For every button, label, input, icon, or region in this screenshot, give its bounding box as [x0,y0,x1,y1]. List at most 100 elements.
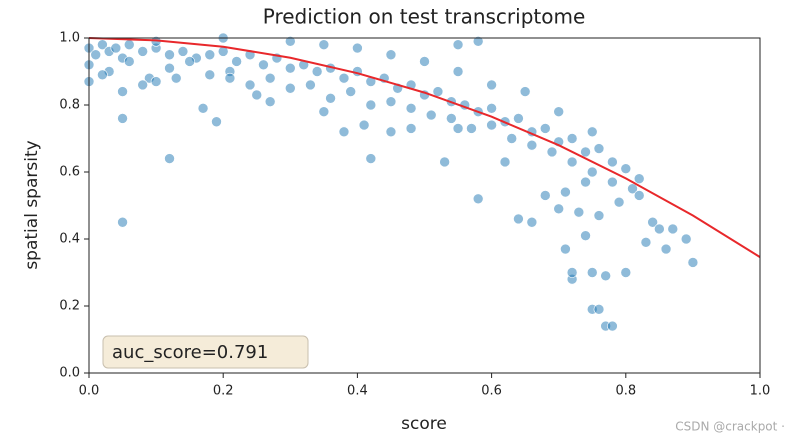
point [452,39,464,51]
point [640,237,652,248]
point [546,146,558,158]
point [446,113,457,124]
y-axis-label: spatial sparsity [22,140,42,269]
point [560,186,571,198]
point [566,267,578,278]
point [580,146,591,158]
plot-background [89,38,760,373]
point [224,72,236,84]
point [452,66,464,77]
point [405,103,417,114]
point [506,133,518,144]
point [117,86,128,97]
point [258,59,269,71]
point [526,216,538,228]
x-tick-label: 0.8 [615,384,636,399]
point [513,213,524,225]
point [358,119,370,131]
point [284,82,296,94]
point [566,133,578,144]
point [170,72,182,84]
y-tick-label: 0.8 [59,98,80,113]
point [627,183,638,195]
point [620,163,632,174]
point [251,89,263,101]
point [647,216,658,228]
point [305,79,316,91]
point [325,93,336,104]
point [586,267,598,278]
point [499,156,511,168]
point [560,243,571,255]
point [633,173,645,184]
point [419,56,430,67]
x-axis-label: score [401,414,447,434]
point [264,96,276,107]
point [613,196,625,208]
point [452,123,464,134]
point [633,190,645,201]
point [385,96,397,107]
y-tick-label: 1.0 [59,31,80,46]
point [264,72,276,84]
chart-title: Prediction on test transcriptome [263,5,586,29]
point [117,113,128,124]
point [117,216,128,228]
point [580,176,591,188]
point [97,39,108,51]
y-tick-label: 0.2 [59,299,80,314]
point [439,156,450,168]
point [184,56,195,67]
point [90,49,102,61]
point [607,156,618,168]
annotation: auc_score=0.791 [112,342,268,363]
point [553,203,565,215]
point [244,79,256,91]
point [526,139,538,151]
point [472,193,484,205]
point [284,62,296,74]
point [513,113,524,124]
point [110,42,122,54]
point [593,210,605,221]
point [425,109,437,121]
x-tick-label: 0.6 [481,384,502,399]
point [284,36,296,47]
point [365,153,377,164]
point [600,270,611,282]
point [385,49,397,61]
point [486,119,497,131]
x-tick-label: 0.0 [79,384,100,399]
point [231,56,242,67]
point [553,106,565,117]
point [432,86,444,97]
point [667,223,679,235]
point [680,233,692,245]
annotation-box [102,335,309,369]
y-tick-label: 0.4 [59,232,80,247]
fit-curve [88,37,761,258]
point [150,76,162,87]
point [137,79,148,91]
watermark: CSDN @crackpot · [675,420,785,434]
point [607,176,618,188]
point [539,190,551,201]
point [345,86,356,97]
point [164,62,175,74]
point [97,69,108,81]
point [197,103,209,114]
point [405,123,417,134]
point [311,66,323,77]
point [580,230,591,241]
point [204,69,216,81]
point [338,126,350,138]
point [365,99,377,111]
point [486,103,497,114]
point [586,166,598,178]
point [385,126,397,138]
point [164,49,175,61]
point [211,116,222,128]
point [123,39,135,51]
point [566,156,578,168]
point [519,86,531,97]
